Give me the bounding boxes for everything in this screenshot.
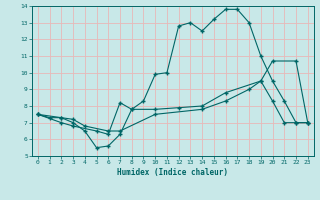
X-axis label: Humidex (Indice chaleur): Humidex (Indice chaleur) bbox=[117, 168, 228, 177]
